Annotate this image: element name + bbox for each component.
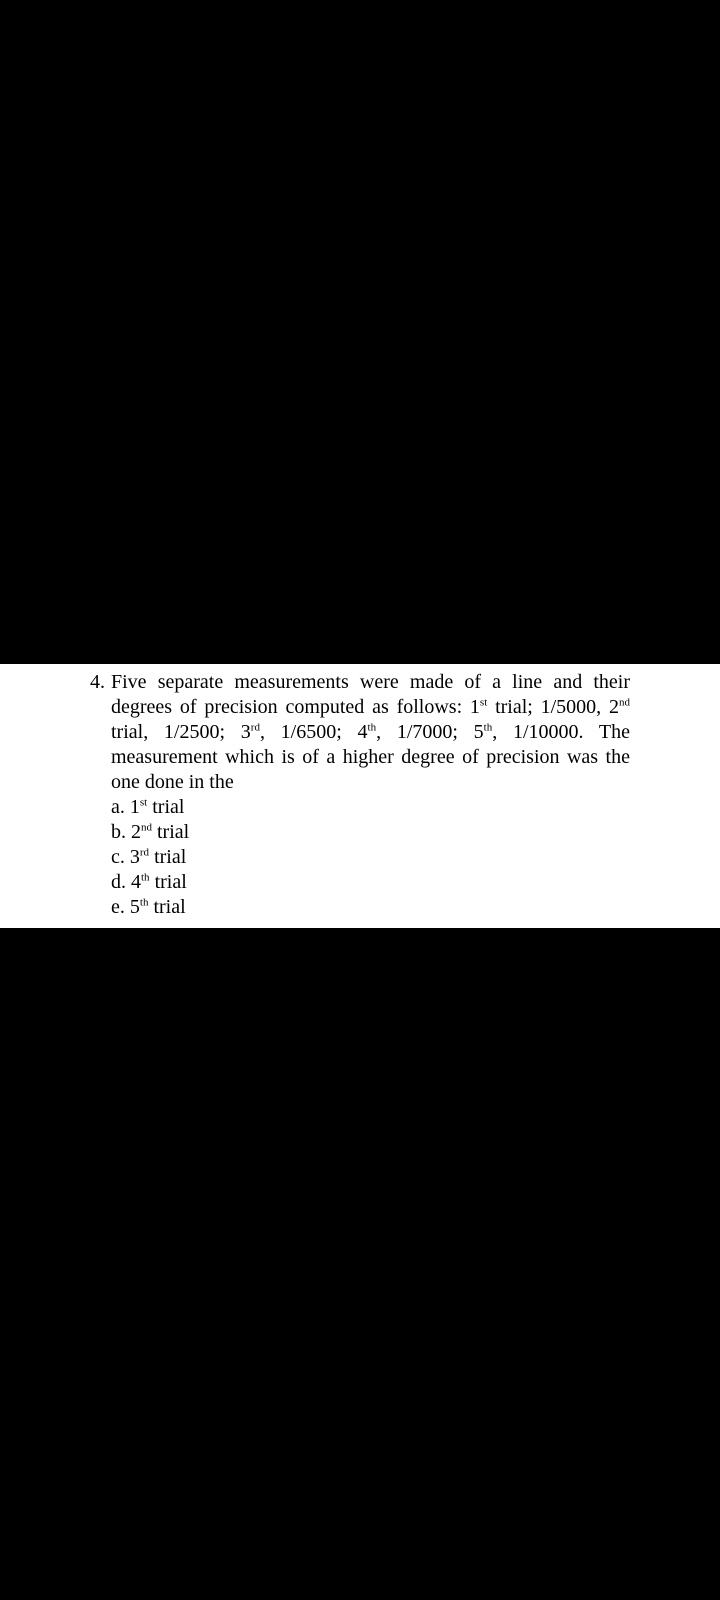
question-number: 4. <box>90 670 111 695</box>
option-c: c. 3rd trial <box>111 845 630 870</box>
option-text: 3rd trial <box>130 846 186 868</box>
options-list: a. 1st trial b. 2nd trial c. 3rd trial d… <box>111 795 630 920</box>
option-letter: d. <box>111 871 126 893</box>
option-text: 1st trial <box>130 796 185 818</box>
question-block: 4. Five separate measurements were made … <box>0 664 720 928</box>
option-d: d. 4th trial <box>111 870 630 895</box>
option-letter: b. <box>111 821 126 843</box>
option-letter: e. <box>111 896 125 918</box>
question-stem: Five separate measurements were made of … <box>111 670 630 795</box>
option-letter: c. <box>111 846 125 868</box>
option-letter: a. <box>111 796 125 818</box>
question-stem-row: 4. Five separate measurements were made … <box>90 670 630 920</box>
option-text: 2nd trial <box>131 821 189 843</box>
option-a: a. 1st trial <box>111 795 630 820</box>
option-text: 5th trial <box>130 896 186 918</box>
question-stem-and-options: Five separate measurements were made of … <box>111 670 630 920</box>
option-e: e. 5th trial <box>111 895 630 920</box>
option-b: b. 2nd trial <box>111 820 630 845</box>
option-text: 4th trial <box>131 871 187 893</box>
